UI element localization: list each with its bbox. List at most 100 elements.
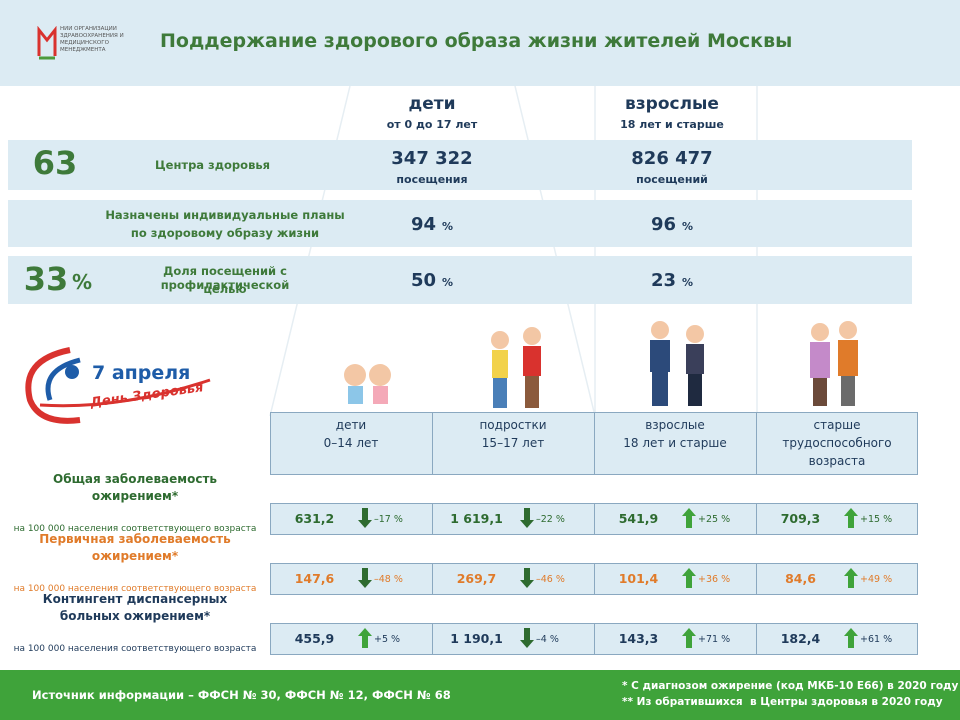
table-column-header: возраста	[808, 454, 866, 468]
row-label: Доля посещений с профилактической	[160, 264, 290, 292]
table-divider	[756, 563, 757, 595]
row-label: целью	[203, 282, 247, 296]
table-divider	[756, 503, 757, 535]
cell-unit: %	[442, 220, 454, 233]
event-logo	[25, 347, 211, 424]
arrow-up	[358, 628, 372, 648]
arrow-up	[844, 568, 858, 588]
cell: 96%	[572, 214, 772, 235]
row-title: больных ожирением*	[59, 609, 211, 623]
guides	[269, 86, 758, 416]
cell-value: 631,2	[294, 511, 335, 526]
cell-value: 347 322	[391, 148, 473, 169]
people-illustrations	[344, 321, 858, 408]
column-header: взрослые	[625, 94, 719, 114]
arrow-down	[358, 508, 372, 528]
cell-unit: %	[442, 276, 454, 289]
table-column-header: взрослые	[645, 418, 705, 432]
cell-value: 147,6	[294, 571, 335, 586]
column-subheader: 18 лет и старше	[620, 118, 724, 131]
arrow-icon	[358, 628, 372, 648]
cell-change: –22 %	[536, 514, 565, 525]
table-column-header: подростки	[479, 418, 547, 432]
arrow-down	[358, 568, 372, 588]
table-column-header: 18 лет и старше	[623, 436, 727, 450]
cell-value: 101,4	[618, 571, 659, 586]
arrow-icon	[520, 628, 534, 648]
cell-change: +15 %	[860, 514, 893, 525]
arrow-icon	[682, 508, 696, 528]
table-divider	[594, 503, 595, 535]
table-divider	[432, 412, 433, 475]
row-band	[8, 200, 912, 247]
logo-icon	[37, 26, 57, 60]
event-date: 7 апреля	[92, 362, 191, 384]
footnote: ** Из обратившихся в Центры здоровья в 2…	[622, 696, 943, 708]
table-divider	[594, 563, 595, 595]
table-divider	[432, 503, 433, 535]
row-band	[8, 256, 912, 304]
row-title: ожирением*	[91, 489, 179, 503]
cell-change: –17 %	[374, 514, 403, 525]
cell-change: –46 %	[536, 574, 565, 585]
lead-number: 33	[23, 260, 69, 298]
row-band	[8, 140, 912, 190]
table-divider	[594, 412, 595, 475]
cell-value: 50	[410, 270, 437, 291]
row-title: Первичная заболеваемость	[39, 532, 231, 546]
cell-unit: посещения	[396, 173, 468, 186]
table-divider	[756, 623, 757, 655]
table-divider	[594, 623, 595, 655]
cell-value: 143,3	[618, 631, 659, 646]
row-title: ожирением*	[91, 549, 179, 563]
cell-unit: посещений	[636, 173, 708, 186]
arrow-icon	[844, 508, 858, 528]
row-note: на 100 000 населения соответствующего во…	[13, 584, 257, 594]
cell: 23%	[572, 270, 772, 291]
table-divider	[432, 623, 433, 655]
row-label: по здоровому образу жизни	[130, 226, 320, 240]
arrow-icon	[520, 508, 534, 528]
cell-value: 23	[650, 270, 677, 291]
cell-value: 84,6	[785, 571, 816, 586]
arrow-down	[520, 628, 534, 648]
cell-change: +36 %	[698, 574, 731, 585]
row-label: Центра здоровья	[154, 158, 270, 172]
cell-value: 455,9	[294, 631, 335, 646]
cell-change: +25 %	[698, 514, 731, 525]
arrow-up	[844, 628, 858, 648]
lead-number: 63	[32, 144, 78, 182]
footnote: * С диагнозом ожирение (код МКБ-10 E66) …	[622, 680, 959, 692]
arrow-icon	[358, 568, 372, 588]
table-column-header: 0–14 лет	[323, 436, 379, 450]
arrow-icon	[844, 568, 858, 588]
table-divider	[756, 412, 757, 475]
table-column-header: трудоспособного	[782, 436, 892, 450]
cell-value: 269,7	[456, 571, 497, 586]
footer-source: Источник информации – ФФСН № 30, ФФСН № …	[32, 688, 451, 702]
header-band	[0, 0, 960, 86]
arrow-icon	[520, 568, 534, 588]
arrow-up	[844, 508, 858, 528]
arrow-up	[682, 568, 696, 588]
cell-unit: %	[682, 276, 694, 289]
cell-change: –48 %	[374, 574, 403, 585]
column-subheader: от 0 до 17 лет	[386, 118, 478, 131]
cell-change: +5 %	[374, 634, 401, 645]
cell-value: 709,3	[780, 511, 821, 526]
arrow-icon	[682, 628, 696, 648]
arrow-icon	[682, 568, 696, 588]
cell-unit: %	[682, 220, 694, 233]
arrow-icon	[358, 508, 372, 528]
cell-value: 96	[650, 214, 677, 235]
cell: 94%	[332, 214, 532, 235]
cell: 50%	[332, 270, 532, 291]
cell-change: –4 %	[536, 634, 559, 645]
lead-unit: %	[72, 270, 93, 294]
cell-value: 182,4	[780, 631, 821, 646]
table-column-header: старше	[813, 418, 861, 432]
cell-change: +61 %	[860, 634, 893, 645]
cell-value: 1 619,1	[450, 511, 503, 526]
row-title: Общая заболеваемость	[53, 472, 217, 486]
arrow-up	[682, 628, 696, 648]
